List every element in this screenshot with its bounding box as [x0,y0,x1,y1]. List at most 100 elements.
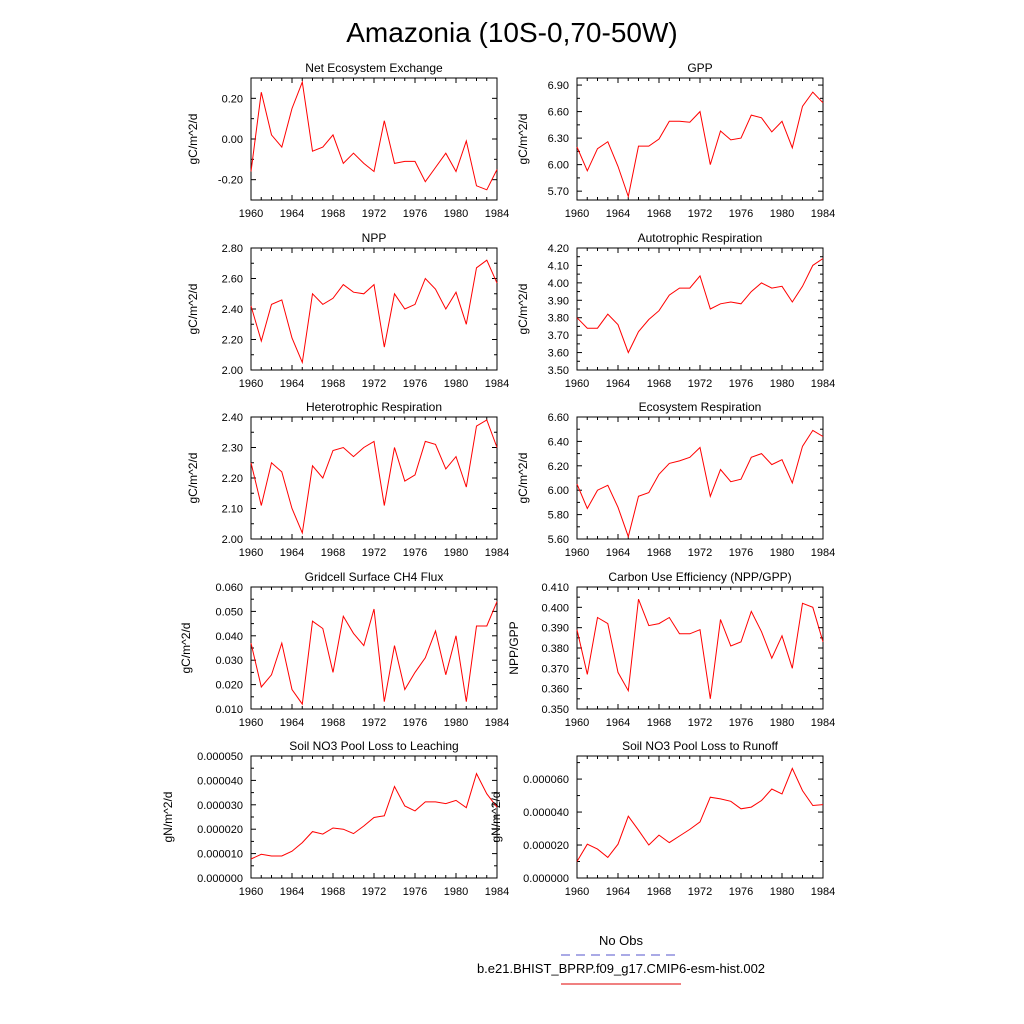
series-line [576,258,824,354]
x-tick-label: 1964 [280,886,304,898]
x-tick-label: 1984 [485,208,509,220]
y-tick-label: 2.30 [222,443,243,455]
x-tick-label: 1984 [811,886,835,898]
series-line [576,91,824,199]
x-tick-label: 1984 [485,378,509,390]
y-axis-label: gC/m^2/d [516,284,530,335]
y-tick-label: 0.000010 [197,849,243,861]
series-line [250,80,498,191]
x-tick-label: 1960 [565,378,589,390]
y-tick-label: 0.050 [215,606,243,618]
y-tick-label: 0.030 [215,655,243,667]
y-tick-label: 2.40 [222,304,243,316]
plot-frame [250,247,498,371]
figure-title: Amazonia (10S-0,70-50W) [346,17,677,48]
panel-gridcell-surface-ch4-flux: Gridcell Surface CH4 Flux gC/m^2/d 1960 196… [179,570,509,729]
x-tick-label: 1976 [729,378,753,390]
x-tick-label: 1984 [485,886,509,898]
x-tick-label: 1960 [565,886,589,898]
x-tick-label: 1964 [280,208,304,220]
plot-frame [576,77,824,201]
x-tick-label: 1964 [606,717,630,729]
y-tick-label: 0.000030 [197,800,243,812]
panel-title: Heterotrophic Respiration [306,400,442,414]
legend: No Obs b.e21.BHIST_BPRP.f09_g17.CMIP6-es… [477,933,765,985]
x-tick-label: 1968 [647,886,671,898]
y-tick-label: 2.80 [222,243,243,255]
x-tick-label: 1968 [321,378,345,390]
x-tick-label: 1960 [565,208,589,220]
x-tick-label: 1960 [239,208,263,220]
y-tick-label: 3.90 [548,295,569,307]
x-tick-label: 1972 [362,717,386,729]
x-tick-label: 1976 [729,208,753,220]
x-tick-label: 1960 [239,547,263,559]
series-line [250,601,498,706]
plot-frame [250,416,498,540]
y-tick-label: 0.370 [541,663,569,675]
y-tick-label: 4.20 [548,243,569,255]
series-line [576,599,824,699]
x-tick-label: 1972 [688,886,712,898]
panel-title: NPP [362,231,387,245]
x-tick-label: 1984 [811,208,835,220]
panel-npp: NPP gC/m^2/d 1960 1964 1968 1972 1976 1980 1984 2… [186,231,509,390]
y-tick-label: 2.40 [222,412,243,424]
x-tick-label: 1984 [485,717,509,729]
x-tick-label: 1964 [606,378,630,390]
panel-autotrophic-respiration: Autotrophic Respiration gC/m^2/d 1960 1964 1… [516,231,835,390]
panel-title: GPP [687,61,712,75]
y-tick-label: 0.400 [541,602,569,614]
panel-title: Autotrophic Respiration [638,231,763,245]
x-tick-label: 1968 [321,208,345,220]
x-tick-label: 1976 [403,886,427,898]
x-tick-label: 1980 [444,886,468,898]
x-tick-label: 1980 [444,547,468,559]
y-tick-label: 2.00 [222,534,243,546]
x-tick-label: 1984 [485,547,509,559]
plot-frame [576,755,824,879]
y-tick-label: 0.060 [215,582,243,594]
y-tick-label: 6.90 [548,80,569,92]
plot-frame [576,247,824,371]
y-axis-label: gN/m^2/d [161,792,175,843]
x-tick-label: 1972 [362,378,386,390]
x-tick-label: 1968 [321,547,345,559]
x-tick-label: 1972 [688,717,712,729]
x-tick-label: 1980 [444,378,468,390]
y-tick-label: 0.000060 [523,774,569,786]
y-tick-label: 0.390 [541,623,569,635]
x-tick-label: 1976 [729,886,753,898]
y-tick-label: 0.010 [215,704,243,716]
panel-carbon-use-efficiency-npp-gpp: Carbon Use Efficiency (NPP/GPP) NPP/GPP 19… [507,570,835,729]
panel-title: Net Ecosystem Exchange [305,61,443,75]
x-tick-label: 1980 [770,547,794,559]
y-axis-label: gC/m^2/d [179,623,193,674]
series-line [250,772,498,860]
y-axis-label: gC/m^2/d [186,114,200,165]
x-tick-label: 1964 [280,378,304,390]
x-tick-label: 1984 [811,547,835,559]
panel-soil-no3-pool-loss-to-runoff: Soil NO3 Pool Loss to Runoff gN/m^2/d 1960… [489,739,835,898]
x-tick-label: 1968 [647,717,671,729]
y-tick-label: 2.00 [222,365,243,377]
y-axis-label: gC/m^2/d [186,453,200,504]
x-tick-label: 1964 [280,717,304,729]
y-tick-label: 0.000040 [523,807,569,819]
y-tick-label: 2.20 [222,335,243,347]
x-tick-label: 1984 [811,378,835,390]
x-tick-label: 1976 [403,378,427,390]
x-tick-label: 1980 [770,208,794,220]
legend-label-model-run: b.e21.BHIST_BPRP.f09_g17.CMIP6-esm-hist.… [477,961,765,976]
y-tick-label: 2.20 [222,473,243,485]
x-tick-label: 1972 [688,208,712,220]
y-tick-label: 6.60 [548,412,569,424]
x-tick-label: 1984 [811,717,835,729]
x-tick-label: 1980 [770,378,794,390]
x-tick-label: 1976 [403,208,427,220]
y-tick-label: 0.000050 [197,751,243,763]
x-tick-label: 1972 [362,547,386,559]
x-tick-label: 1964 [606,886,630,898]
y-tick-label: 6.00 [548,160,569,172]
